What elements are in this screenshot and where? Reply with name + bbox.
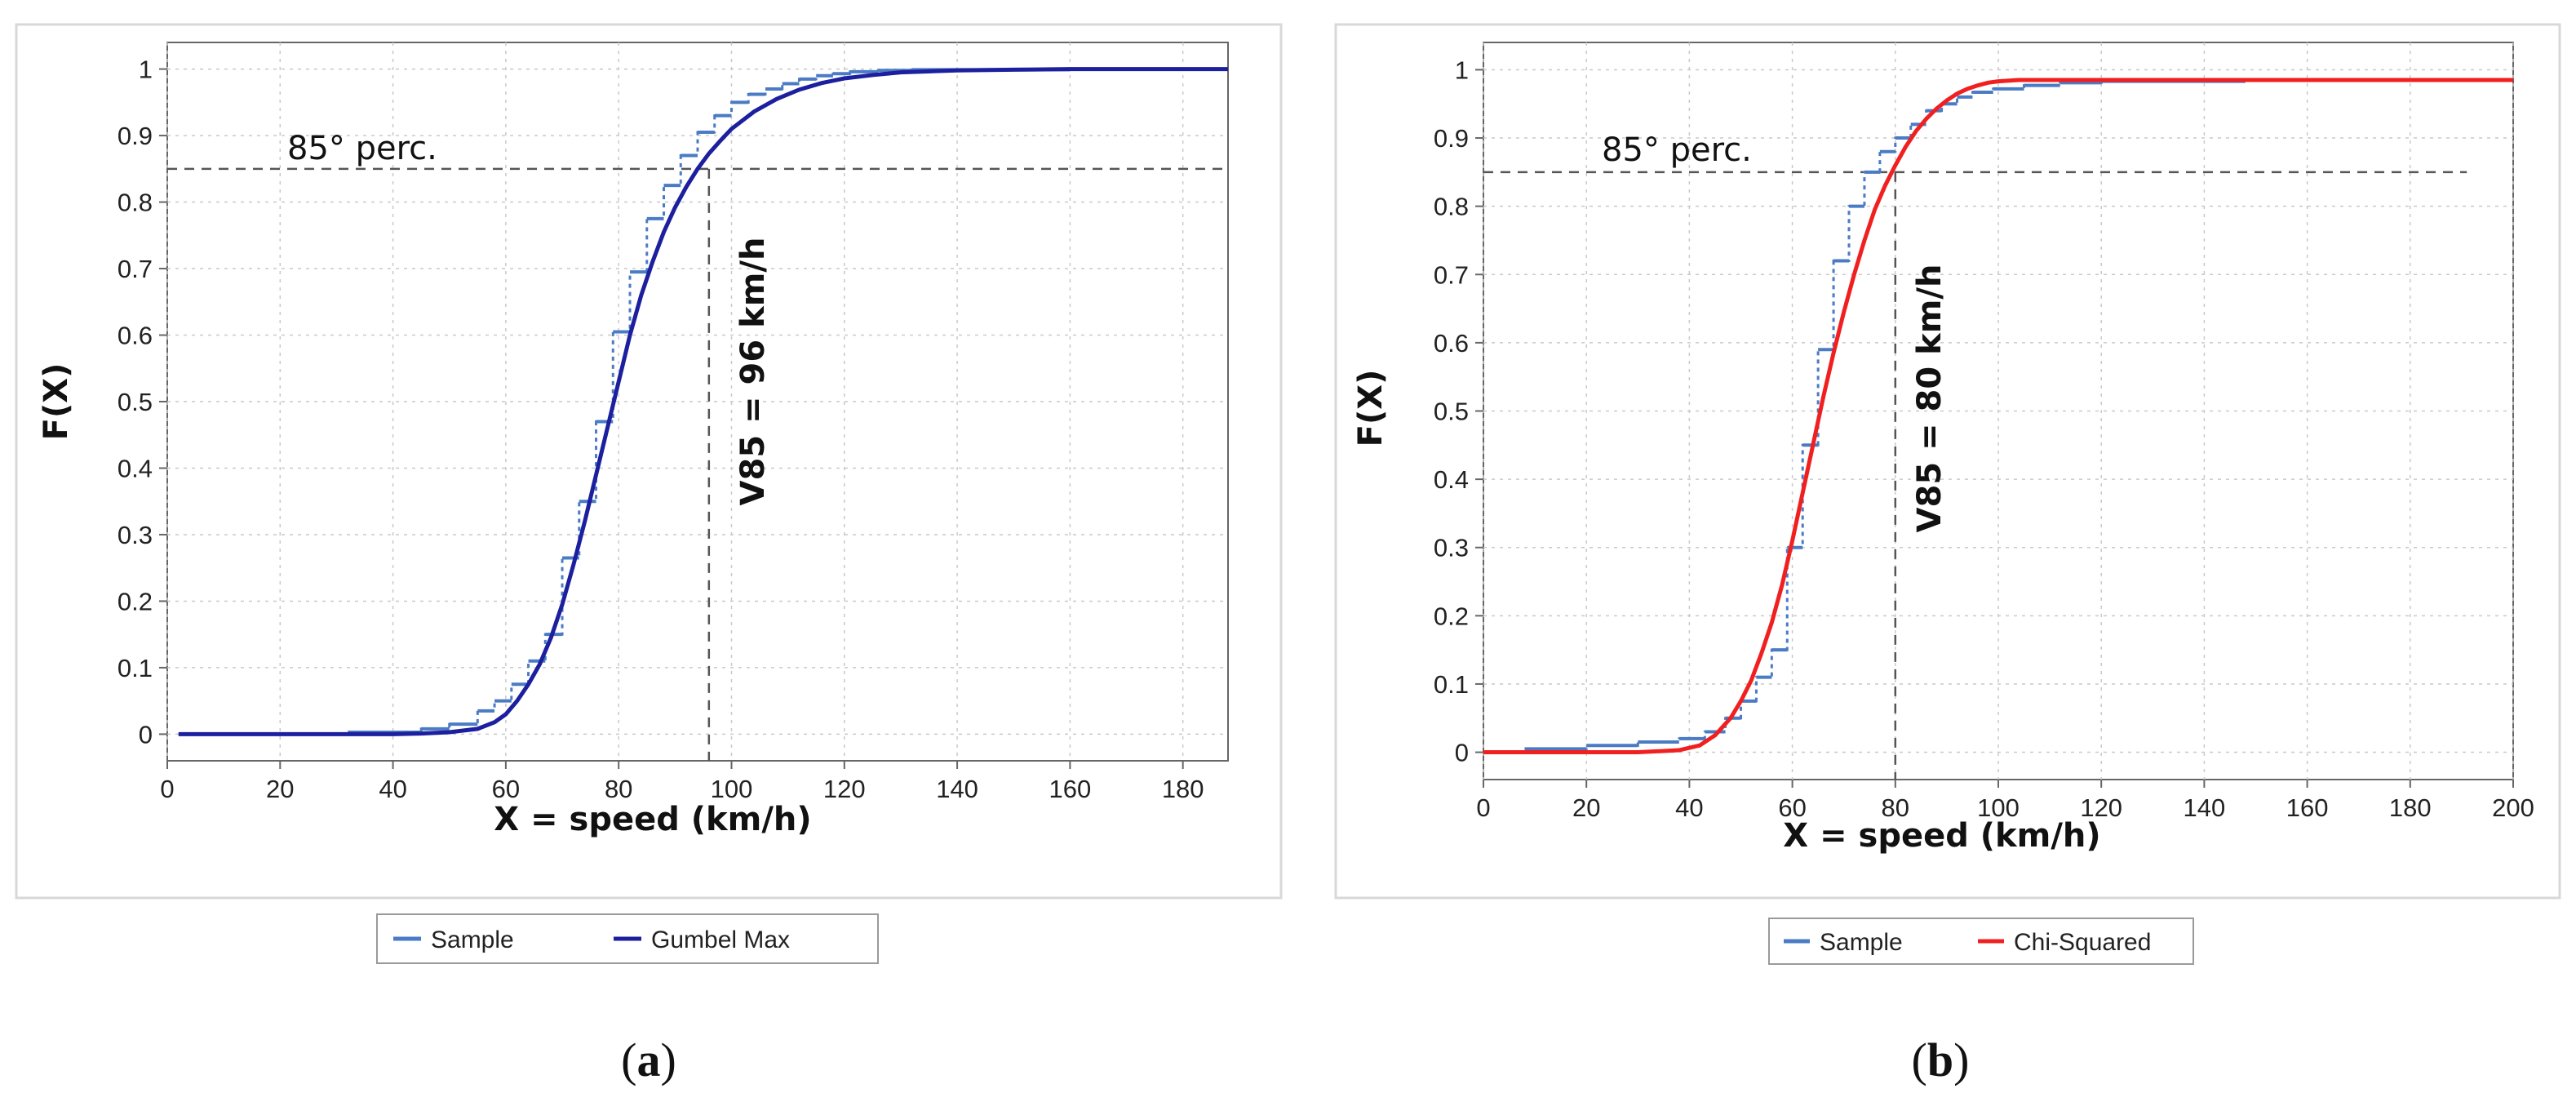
chart-b-ytick-label-9: 0.9 bbox=[1434, 124, 1469, 153]
chart-b-x-ticks: 0 20 40 60 80 100 120 140 160 180 200 bbox=[1476, 780, 2534, 822]
chart-b-legend-fit-label: Chi-Squared bbox=[2014, 929, 2151, 956]
chart-b-ytick-label-0: 0 bbox=[1455, 739, 1469, 767]
chart-a-x-axis-title: X = speed (km/h) bbox=[494, 801, 811, 838]
chart-b-ytick-label-8: 0.8 bbox=[1434, 193, 1469, 221]
chart-b-xtick-label-8: 160 bbox=[2286, 793, 2329, 822]
chart-b-ytick-label-6: 0.6 bbox=[1434, 329, 1469, 358]
chart-b-ytick-label-3: 0.3 bbox=[1434, 534, 1469, 562]
chart-a-ytick-label-3: 0.3 bbox=[117, 521, 153, 549]
chart-a-xtick-label-4: 80 bbox=[605, 775, 632, 803]
chart-a-ytick-label-1: 0.1 bbox=[117, 654, 153, 682]
chart-a-xtick-label-0: 0 bbox=[160, 775, 174, 803]
chart-b-ytick-label-7: 0.7 bbox=[1434, 260, 1469, 289]
chart-b: 0 0.1 0.2 0.3 0.4 0.5 0.6 0.7 0.8 0.9 1 0 20 40 60 80 1… bbox=[1334, 23, 2561, 1086]
chart-b-x-axis-title: X = speed (km/h) bbox=[1783, 817, 2100, 855]
chart-b-legend: Sample Chi-Squared bbox=[1768, 918, 2194, 965]
chart-a-x-ticks: 0 20 40 60 80 100 120 140 160 180 bbox=[160, 761, 1204, 803]
chart-b-fit-series bbox=[1483, 78, 2513, 755]
chart-b-ytick-label-2: 0.2 bbox=[1434, 602, 1469, 630]
chart-a-y-axis-title: F(X) bbox=[38, 363, 75, 441]
chart-a-legend-fit-label: Gumbel Max bbox=[651, 926, 790, 953]
chart-a-xtick-label-3: 60 bbox=[492, 775, 520, 803]
chart-b-xtick-label-1: 20 bbox=[1572, 793, 1600, 822]
chart-a-ytick-label-10: 1 bbox=[139, 56, 153, 84]
chart-a-xtick-label-9: 180 bbox=[1162, 775, 1204, 803]
chart-a-legend-sample-label: Sample bbox=[431, 926, 514, 953]
chart-b-xtick-label-7: 140 bbox=[2184, 793, 2226, 822]
chart-a-ytick-label-8: 0.8 bbox=[117, 189, 153, 217]
chart-b-ytick-label-1: 0.1 bbox=[1434, 670, 1469, 699]
chart-a-xtick-label-6: 120 bbox=[823, 775, 866, 803]
chart-a-ytick-label-2: 0.2 bbox=[117, 587, 153, 615]
chart-a-fit-series bbox=[178, 67, 1228, 736]
chart-b-xtick-label-9: 180 bbox=[2389, 793, 2432, 822]
chart-b-y-axis-title: F(X) bbox=[1352, 370, 1390, 447]
chart-b-xtick-label-3: 60 bbox=[1778, 793, 1806, 822]
chart-a-ytick-label-0: 0 bbox=[139, 720, 153, 749]
chart-a-xtick-label-1: 20 bbox=[266, 775, 294, 803]
chart-a-caption: (a) bbox=[621, 1033, 676, 1086]
chart-a-ytick-label-7: 0.7 bbox=[117, 255, 153, 283]
chart-b-ytick-label-4: 0.4 bbox=[1434, 465, 1469, 494]
chart-b-xtick-label-0: 0 bbox=[1476, 793, 1490, 822]
chart-a-ytick-label-5: 0.5 bbox=[117, 388, 153, 416]
chart-b-legend-sample-label: Sample bbox=[1820, 929, 1903, 956]
chart-b-xtick-label-10: 200 bbox=[2492, 793, 2534, 822]
chart-b-y-ticks: 0 0.1 0.2 0.3 0.4 0.5 0.6 0.7 0.8 0.9 1 bbox=[1434, 56, 1483, 767]
chart-a-v85-label: V85 = 96 km/h bbox=[734, 238, 772, 506]
chart-a-y-ticks: 0 0.1 0.2 0.3 0.4 0.5 0.6 0.7 0.8 0.9 1 bbox=[117, 56, 167, 749]
chart-b-v85-label: V85 = 80 km/h bbox=[1911, 264, 1949, 533]
chart-b-xtick-label-5: 100 bbox=[1977, 793, 2020, 822]
chart-a-gridlines bbox=[166, 42, 1228, 761]
chart-a-ytick-label-9: 0.9 bbox=[117, 122, 153, 150]
chart-b-caption: (b) bbox=[1912, 1033, 1970, 1086]
chart-a-legend: Sample Gumbel Max bbox=[376, 913, 879, 964]
chart-b-ytick-label-5: 0.5 bbox=[1434, 398, 1469, 426]
chart-a: 0 0.1 0.2 0.3 0.4 0.5 0.6 0.7 0.8 0.9 1 0 20 40 60 80 1… bbox=[15, 23, 1283, 1086]
chart-a-xtick-label-2: 40 bbox=[379, 775, 406, 803]
chart-a-ytick-label-4: 0.4 bbox=[117, 454, 153, 482]
chart-a-percentile-label: 85° perc. bbox=[287, 130, 437, 167]
chart-a-ytick-label-6: 0.6 bbox=[117, 322, 153, 350]
chart-b-xtick-label-2: 40 bbox=[1675, 793, 1703, 822]
chart-b-ytick-label-10: 1 bbox=[1455, 56, 1469, 84]
chart-b-xtick-label-6: 120 bbox=[2080, 793, 2122, 822]
chart-a-xtick-label-5: 100 bbox=[711, 775, 753, 803]
chart-b-percentile-label: 85° perc. bbox=[1602, 131, 1752, 169]
chart-b-xtick-label-4: 80 bbox=[1882, 793, 1909, 822]
chart-a-xtick-label-8: 160 bbox=[1049, 775, 1092, 803]
chart-a-xtick-label-7: 140 bbox=[936, 775, 978, 803]
